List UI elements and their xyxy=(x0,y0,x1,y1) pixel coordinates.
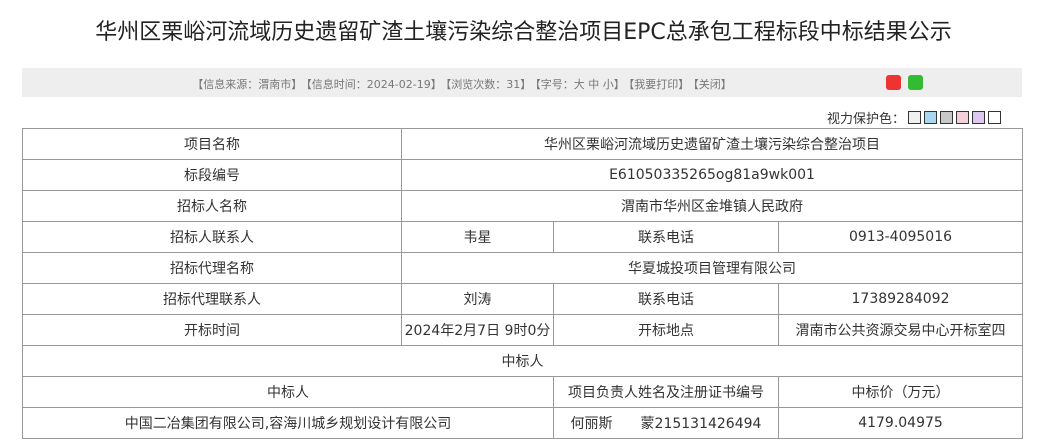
table-row: 中国二冶集团有限公司,容海川城乡规划设计有限公司 何丽斯 蒙21513142649… xyxy=(22,407,1024,439)
winner-manager: 何丽斯 蒙215131426494 xyxy=(553,407,779,439)
page-title: 华州区栗峪河流域历史遗留矿渣土壤污染综合整治项目EPC总承包工程标段中标结果公示 xyxy=(95,20,952,45)
table-row: 招标人联系人 韦星 联系电话 0913-4095016 xyxy=(22,221,1024,253)
cell-value: E61050335265og81a9wk001 xyxy=(400,159,1024,191)
table-row: 招标人名称 渭南市华州区金堆镇人民政府 xyxy=(22,190,1024,222)
color-swatch[interactable] xyxy=(988,111,1001,124)
winner-name: 中国二冶集团有限公司,容海川城乡规划设计有限公司 xyxy=(22,407,554,439)
color-swatch[interactable] xyxy=(972,111,985,124)
font-size-links[interactable]: 【字号：大 中 小】 xyxy=(535,78,625,91)
table-row: 项目名称 华州区栗峪河流域历史遗留矿渣土壤污染综合整治项目 xyxy=(22,128,1024,160)
info-views: 【浏览次数：31】 xyxy=(445,78,532,91)
info-source: 【信息来源：渭南市】 xyxy=(192,78,303,91)
result-table: 项目名称 华州区栗峪河流域历史遗留矿渣土壤污染综合整治项目 标段编号 E610503… xyxy=(21,128,1024,439)
cell-value: 17389284092 xyxy=(777,283,1024,315)
cell-label: 开标时间 xyxy=(22,314,402,346)
column-header: 项目负责人姓名及注册证书编号 xyxy=(553,376,779,408)
table-row: 招标代理名称 华夏城投项目管理有限公司 xyxy=(22,252,1024,284)
table-row: 中标人 xyxy=(21,345,1024,377)
cell-value: 华夏城投项目管理有限公司 xyxy=(400,252,1024,284)
column-header: 中标价（万元） xyxy=(777,376,1024,408)
table-row: 中标人 项目负责人姓名及注册证书编号 中标价（万元） xyxy=(22,376,1024,408)
cell-label: 招标人名称 xyxy=(22,190,402,222)
cell-label: 标段编号 xyxy=(22,159,402,191)
wechat-share-icon[interactable] xyxy=(908,75,923,90)
cell-label: 开标地点 xyxy=(553,314,779,346)
cell-value: 韦星 xyxy=(401,221,554,253)
table-row: 招标代理联系人 刘涛 联系电话 17389284092 xyxy=(22,283,1024,315)
cell-value: 渭南市华州区金堆镇人民政府 xyxy=(400,190,1024,222)
winner-price: 4179.04975 xyxy=(777,407,1024,439)
color-swatch[interactable] xyxy=(940,111,953,124)
cell-label: 联系电话 xyxy=(553,221,779,253)
info-time: 【信息时间：2024-02-19】 xyxy=(306,78,442,91)
color-swatch[interactable] xyxy=(908,111,921,124)
cell-value: 2024年2月7日 9时0分 xyxy=(401,314,554,346)
eye-protection-colors: 视力保护色： xyxy=(827,108,1001,127)
cell-label: 招标代理联系人 xyxy=(22,283,402,315)
cell-value: 刘涛 xyxy=(401,283,554,315)
cell-value: 华州区栗峪河流域历史遗留矿渣土壤污染综合整治项目 xyxy=(400,128,1024,160)
eye-protection-label: 视力保护色： xyxy=(826,112,905,127)
cell-label: 招标代理名称 xyxy=(22,252,402,284)
cell-label: 项目名称 xyxy=(22,128,402,160)
close-link[interactable]: 【关闭】 xyxy=(693,78,732,91)
table-row: 开标时间 2024年2月7日 9时0分 开标地点 渭南市公共资源交易中心开标室四 xyxy=(22,314,1024,346)
cell-value: 渭南市公共资源交易中心开标室四 xyxy=(777,314,1024,346)
cell-label: 联系电话 xyxy=(553,283,779,315)
weibo-share-icon[interactable] xyxy=(886,75,901,90)
info-bar: 【信息来源：渭南市】 【信息时间：2024-02-19】 【浏览次数：31】 【字号：… xyxy=(22,68,1022,97)
table-row: 标段编号 E61050335265og81a9wk001 xyxy=(22,159,1024,191)
print-link[interactable]: 【我要打印】 xyxy=(628,78,690,91)
column-header: 中标人 xyxy=(22,376,554,408)
section-heading: 中标人 xyxy=(21,345,1024,377)
color-swatch[interactable] xyxy=(956,111,969,124)
color-swatch[interactable] xyxy=(924,111,937,124)
cell-label: 招标人联系人 xyxy=(22,221,402,253)
cell-value: 0913-4095016 xyxy=(777,221,1024,253)
